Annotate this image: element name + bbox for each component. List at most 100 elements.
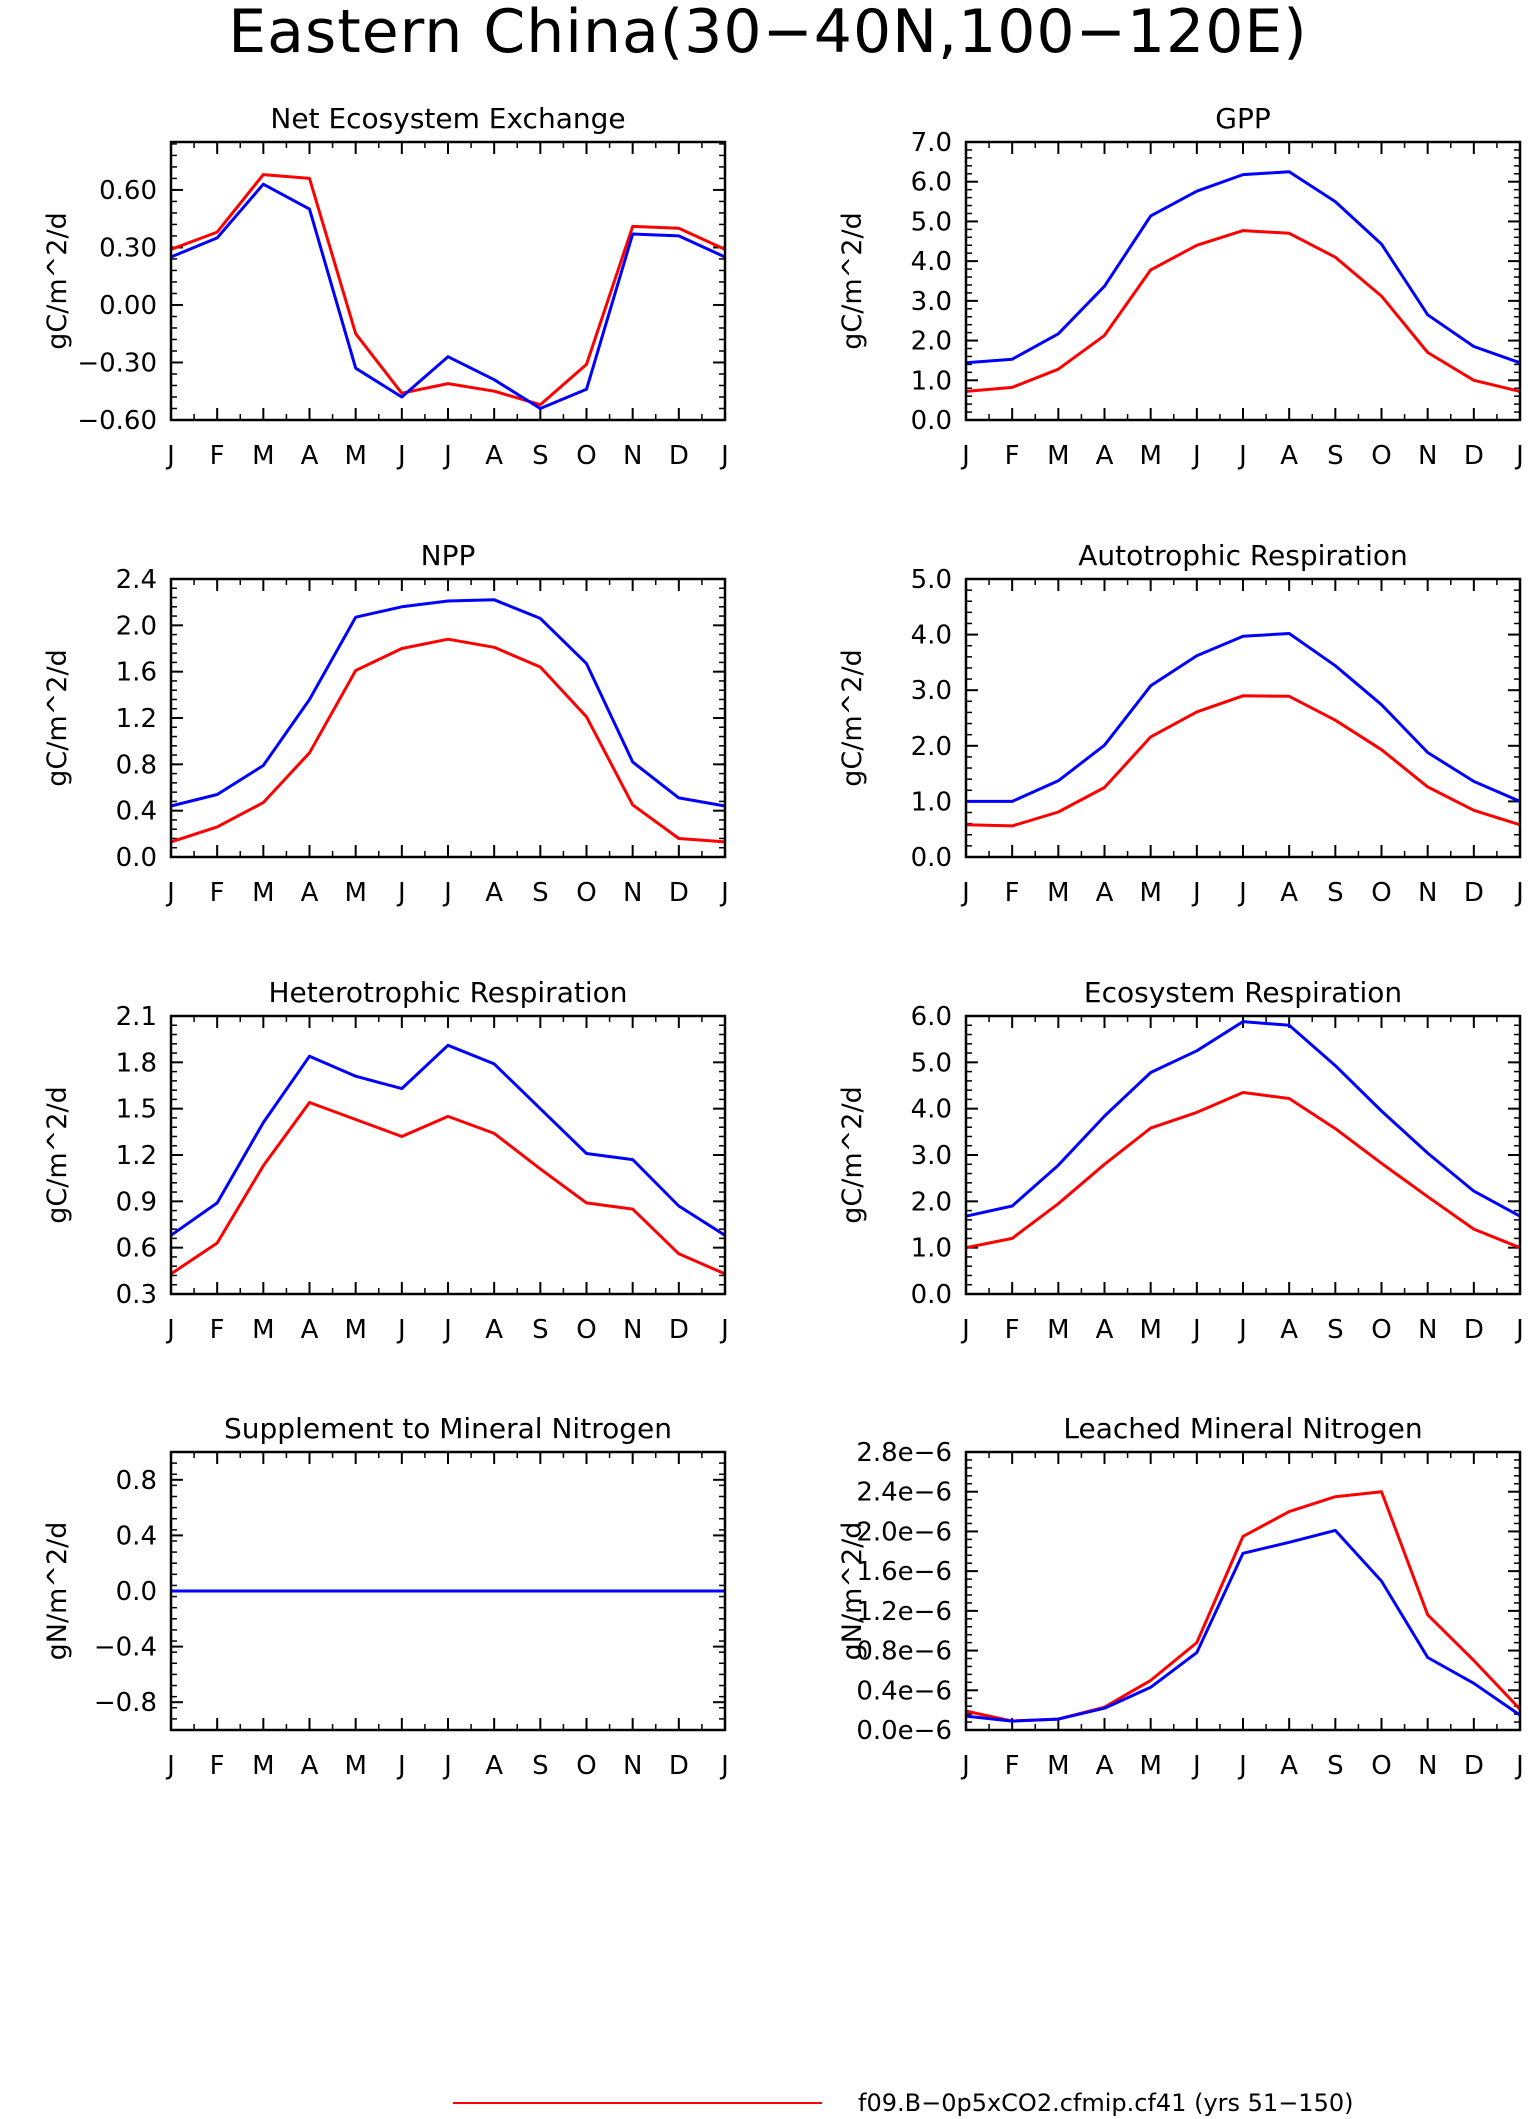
y-tick-label: 2.4 [116, 565, 157, 595]
x-tick-label: J [165, 1315, 175, 1345]
x-tick-label: J [1191, 441, 1201, 471]
x-tick-label: F [210, 441, 225, 471]
plot-frame [964, 140, 1522, 422]
x-tick-label: J [396, 441, 406, 471]
x-tick-label: S [532, 1751, 549, 1781]
x-tick-label: M [252, 441, 274, 471]
series-line-red [170, 1101, 726, 1276]
series-line-blue [170, 182, 726, 410]
series-line-red [965, 229, 1521, 393]
series-line-red [170, 637, 726, 844]
x-tick-label: S [1327, 1315, 1344, 1345]
series-line-red [965, 694, 1521, 828]
x-tick-label: J [1191, 1315, 1201, 1345]
x-tick-label: J [442, 1315, 452, 1345]
y-tick-label: 0.00 [99, 291, 157, 321]
y-tick-label: 1.6 [116, 658, 157, 688]
series-line-red [965, 1091, 1521, 1250]
y-tick-label: 1.5 [116, 1095, 157, 1125]
x-tick-label: A [1096, 441, 1114, 471]
y-tick-label: 0.4 [116, 1521, 157, 1551]
y-tick-label: −0.60 [77, 406, 157, 436]
y-tick-label: 2.4e−6 [856, 1478, 952, 1508]
y-tick-label: 2.8e−6 [856, 1438, 952, 1468]
y-tick-label: 5.0 [911, 207, 952, 237]
y-tick-label: 2.1 [116, 1002, 157, 1032]
x-tick-label: O [576, 1315, 596, 1345]
y-tick-label: 0.0 [911, 843, 952, 873]
y-tick-label: 0.8e−6 [856, 1637, 952, 1667]
x-tick-label: M [1047, 441, 1069, 471]
x-tick-label: J [396, 878, 406, 908]
y-tick-label: 0.60 [99, 176, 157, 206]
y-tick-label: 2.0 [911, 327, 952, 357]
y-tick-label: 0.0 [911, 1280, 952, 1310]
x-tick-label: F [1005, 1315, 1020, 1345]
x-tick-label: A [485, 441, 503, 471]
x-tick-label: F [210, 1751, 225, 1781]
plot-frame [964, 1014, 1522, 1296]
legend-label: f09.B−0p5xCO2.cfmip.cf41 (yrs 51−150) [858, 2089, 1353, 2117]
x-tick-label: D [1464, 441, 1484, 471]
x-tick-label: M [1047, 878, 1069, 908]
y-tick-label: 4.0 [911, 247, 952, 277]
x-tick-label: M [344, 1751, 366, 1781]
panel-title: Supplement to Mineral Nitrogen [224, 1412, 672, 1445]
y-tick-label: 1.6e−6 [856, 1557, 952, 1587]
x-tick-label: D [1464, 1751, 1484, 1781]
x-tick-label: S [532, 1315, 549, 1345]
y-axis-label: gC/m^2/d [837, 212, 868, 349]
x-tick-label: A [1096, 1751, 1114, 1781]
y-axis-label: gC/m^2/d [837, 1086, 868, 1223]
x-tick-label: J [396, 1751, 406, 1781]
x-tick-label: J [1514, 1315, 1524, 1345]
panel-supplement-to-mineral-nitrogen: Supplement to Mineral Nitrogen gN/m^2/d J F… [42, 1412, 729, 1781]
y-tick-label: 0.9 [116, 1187, 157, 1217]
x-tick-label: J [960, 878, 970, 908]
x-tick-label: J [1191, 878, 1201, 908]
plot-frame [169, 1450, 727, 1732]
x-tick-label: M [252, 1751, 274, 1781]
y-axis-label: gN/m^2/d [42, 1522, 73, 1661]
x-tick-label: J [442, 441, 452, 471]
series-line-blue [965, 1020, 1521, 1218]
x-tick-label: J [1514, 441, 1524, 471]
x-tick-label: S [1327, 878, 1344, 908]
series-line-blue [965, 1528, 1521, 1723]
x-tick-label: D [669, 878, 689, 908]
y-tick-label: 1.0 [911, 366, 952, 396]
x-tick-label: M [1139, 1315, 1161, 1345]
x-tick-label: J [1514, 878, 1524, 908]
x-tick-label: J [442, 1751, 452, 1781]
plot-frame [964, 1450, 1522, 1732]
y-axis-label: gC/m^2/d [42, 212, 73, 349]
x-tick-label: D [669, 1751, 689, 1781]
y-tick-label: 3.0 [911, 676, 952, 706]
x-tick-label: A [485, 878, 503, 908]
x-tick-label: F [210, 1315, 225, 1345]
y-axis-label: gC/m^2/d [42, 649, 73, 786]
y-tick-label: 5.0 [911, 1048, 952, 1078]
x-tick-label: A [301, 878, 319, 908]
x-tick-label: F [1005, 878, 1020, 908]
panel-title: Net Ecosystem Exchange [270, 102, 625, 135]
y-tick-label: 2.0 [911, 732, 952, 762]
y-tick-label: 0.6 [116, 1234, 157, 1264]
y-tick-label: 0.0 [116, 1577, 157, 1607]
x-tick-label: M [344, 441, 366, 471]
x-tick-label: A [301, 441, 319, 471]
y-tick-label: 0.4e−6 [856, 1676, 952, 1706]
y-tick-label: 0.0 [911, 406, 952, 436]
x-tick-label: J [960, 1315, 970, 1345]
x-tick-label: A [485, 1751, 503, 1781]
panel-title: Heterotrophic Respiration [269, 976, 628, 1009]
panel-title: Ecosystem Respiration [1084, 976, 1402, 1009]
x-tick-label: S [532, 441, 549, 471]
x-tick-label: N [623, 878, 642, 908]
x-tick-label: J [165, 1751, 175, 1781]
plot-frame [964, 577, 1522, 859]
x-tick-label: J [165, 441, 175, 471]
x-tick-label: N [1418, 441, 1437, 471]
